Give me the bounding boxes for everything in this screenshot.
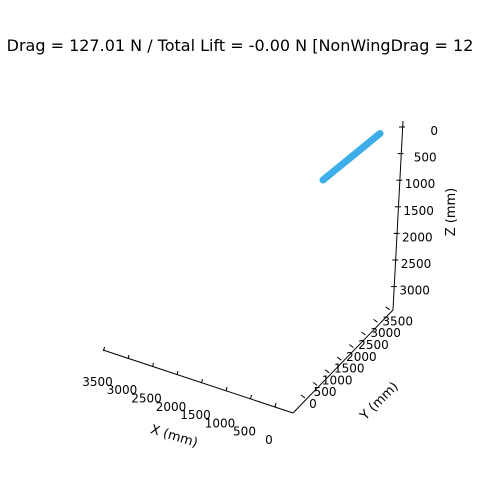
y-tick-mark <box>324 369 330 374</box>
x-tick-label: 1500 <box>180 408 211 422</box>
x-tick-label: 3000 <box>107 383 138 397</box>
z-axis-title: Z (mm) <box>444 188 459 237</box>
y-tick-label: 3500 <box>382 314 413 328</box>
x-tick-label: 0 <box>265 433 273 447</box>
y-tick-mark <box>336 356 342 361</box>
series-line <box>319 130 384 184</box>
x-tick-label: 1000 <box>205 416 236 430</box>
x-tick-mark <box>127 354 130 360</box>
x-tick-mark <box>201 378 203 384</box>
x-tick-mark <box>274 402 277 408</box>
y-tick-mark <box>385 306 391 311</box>
y-tick-mark <box>361 331 366 336</box>
z-tick-label: 500 <box>414 151 437 165</box>
z-tick-label: 1500 <box>403 204 434 218</box>
x-tick-mark <box>250 394 252 400</box>
x-tick-label: 2500 <box>131 392 162 406</box>
x-axis-title: X (mm) <box>149 422 200 451</box>
y-tick-label: 0 <box>309 397 317 411</box>
z-tick-label: 3000 <box>399 284 430 298</box>
x-tick-label: 3500 <box>82 375 113 389</box>
z-axis-line <box>392 120 404 311</box>
y-tick-label: 1000 <box>322 373 353 387</box>
z-tick-label: 1000 <box>405 177 436 191</box>
y-tick-mark <box>300 394 306 399</box>
x-tick-mark <box>103 346 105 352</box>
y-tick-mark <box>349 344 354 349</box>
y-tick-mark <box>373 318 378 323</box>
x-tick-mark <box>152 362 154 368</box>
y-tick-label: 2000 <box>346 350 377 364</box>
z-tick-label: 2500 <box>401 257 432 271</box>
x-tick-mark <box>225 386 228 392</box>
y-tick-label: 2500 <box>358 338 389 352</box>
y-tick-label: 1500 <box>334 362 365 376</box>
y-tick-label: 3000 <box>370 326 401 340</box>
x-tick-mark <box>176 370 179 376</box>
chart-title: Drag = 127.01 N / Total Lift = -0.00 N [… <box>6 36 474 55</box>
x-tick-label: 500 <box>233 425 256 439</box>
x-tick-label: 2000 <box>156 400 187 414</box>
z-tick-label: 0 <box>430 124 438 138</box>
z-tick-label: 2000 <box>402 230 433 244</box>
x-axis-line <box>102 349 294 414</box>
y-axis-line <box>292 309 394 414</box>
y-tick-mark <box>312 381 318 386</box>
y-axis-title: Y (mm) <box>357 379 402 424</box>
y-tick-label: 500 <box>314 385 337 399</box>
